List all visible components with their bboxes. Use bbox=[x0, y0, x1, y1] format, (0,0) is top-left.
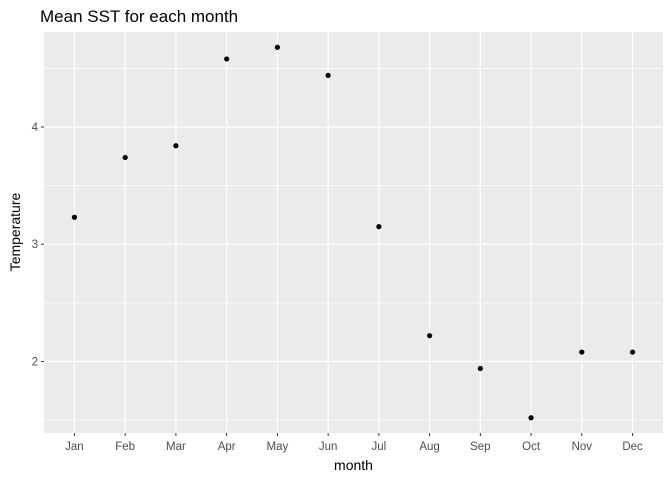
y-tick-label: 3 bbox=[32, 239, 38, 251]
data-point-jan bbox=[71, 214, 78, 220]
x-tick-label: May bbox=[267, 441, 289, 453]
x-tick-label: Oct bbox=[522, 441, 541, 453]
data-point-sep bbox=[477, 365, 483, 372]
data-point-feb bbox=[122, 154, 128, 161]
x-tick-label: Dec bbox=[622, 441, 643, 453]
data-point-oct bbox=[528, 415, 534, 421]
chart-title: Mean SST for each month bbox=[40, 7, 238, 26]
y-tick-label: 4 bbox=[32, 122, 39, 134]
x-tick-label: Jul bbox=[372, 441, 387, 453]
data-point-apr bbox=[224, 56, 230, 62]
x-tick-label: Mar bbox=[166, 441, 186, 453]
x-tick-label: Apr bbox=[218, 441, 236, 453]
data-point-aug bbox=[427, 333, 433, 339]
x-tick-label: Sep bbox=[470, 441, 490, 453]
x-axis-ticks: Jan Feb Mar Apr May Jun Jul Aug Sep Oct Nov Dec bbox=[65, 433, 643, 453]
x-tick-label: Jun bbox=[319, 441, 338, 453]
minor-gridlines bbox=[44, 68, 663, 421]
data-point-jun bbox=[325, 72, 331, 78]
plot-panel bbox=[44, 32, 663, 433]
x-tick-label: Jan bbox=[65, 441, 84, 453]
x-tick-label: Nov bbox=[572, 441, 593, 453]
major-gridlines bbox=[44, 32, 663, 433]
y-axis-ticks: 2 3 4 bbox=[32, 122, 44, 368]
data-point-may bbox=[274, 44, 280, 50]
data-point-dec bbox=[629, 349, 636, 355]
x-axis-title: month bbox=[334, 457, 373, 473]
y-tick-label: 2 bbox=[32, 356, 38, 368]
data-point-nov bbox=[579, 349, 585, 355]
data-point-jul bbox=[376, 224, 382, 230]
x-tick-label: Feb bbox=[115, 441, 135, 453]
x-tick-label: Aug bbox=[419, 441, 439, 453]
data-point-mar bbox=[173, 143, 179, 149]
y-axis-title: Temperature bbox=[7, 192, 23, 271]
data-points bbox=[71, 44, 636, 421]
